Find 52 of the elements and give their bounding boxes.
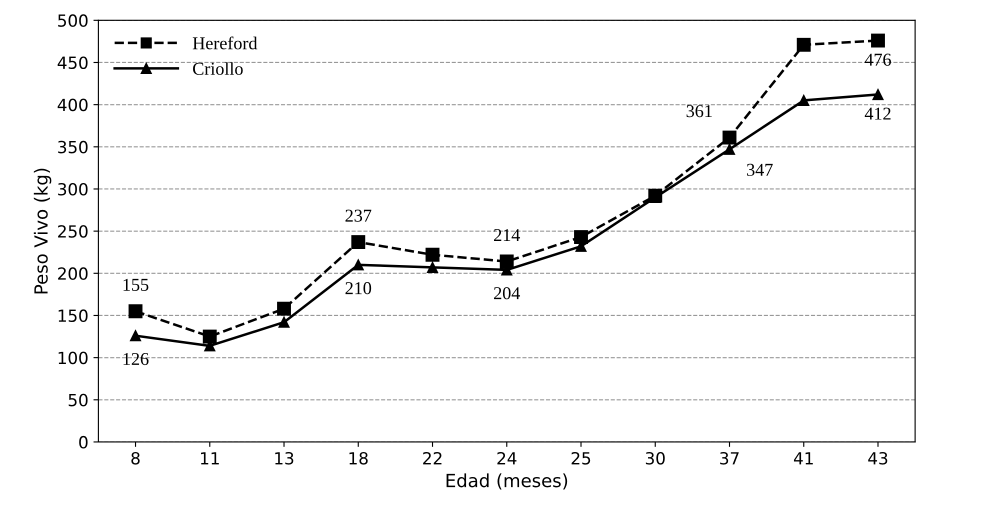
y-tick-label: 100 (58, 352, 88, 364)
x-tick-label: 30 (646, 452, 665, 465)
x-tick-label: 24 (497, 452, 516, 464)
point (202, 330, 217, 344)
y-tick-label: 450 (58, 56, 88, 70)
y-tick-label: 200 (58, 267, 88, 280)
point (798, 94, 810, 106)
point (722, 130, 736, 144)
point (796, 38, 811, 52)
x-tick-label: 18 (349, 452, 368, 465)
data-label: 155 (124, 278, 148, 291)
x-tick-label: 25 (572, 452, 590, 465)
point (351, 235, 366, 250)
y-axis-title: Peso Vivo (kg) (34, 168, 52, 294)
legend-label: Hereford (192, 36, 258, 50)
x-tick-label: 37 (720, 452, 739, 465)
data-label: 210 (346, 282, 372, 294)
y-tick-label: 400 (58, 98, 88, 112)
data-label: 237 (346, 210, 372, 222)
point (278, 316, 290, 328)
y-tick-label: 0 (79, 436, 88, 449)
x-tick-label: 13 (275, 452, 294, 465)
x-tick-label: 43 (868, 452, 888, 465)
x-axis-title: Edad (meses) (446, 473, 568, 490)
x-tick-label: 11 (200, 452, 219, 464)
point (426, 248, 440, 262)
y-tick-label: 150 (58, 309, 88, 322)
point (426, 262, 438, 273)
y-tick-label: 50 (68, 394, 88, 406)
point (130, 330, 142, 342)
x-tick-label: 8 (131, 452, 140, 465)
point (277, 302, 291, 316)
x-tick-label: 41 (794, 452, 813, 464)
legend-label: Criollo (193, 62, 243, 75)
data-label: 476 (864, 54, 891, 66)
point (871, 34, 885, 48)
y-tick-label: 350 (58, 140, 88, 154)
y-tick-label: 500 (58, 14, 88, 27)
y-tick-label: 250 (58, 225, 88, 238)
point (352, 259, 364, 270)
y-tick-label: 300 (58, 182, 88, 196)
point (574, 230, 588, 244)
data-label: 204 (494, 287, 520, 300)
data-label: 361 (686, 105, 712, 118)
point (128, 304, 142, 318)
data-label: 126 (124, 352, 149, 366)
x-tick-label: 22 (423, 452, 442, 464)
point (872, 88, 884, 100)
point (724, 144, 736, 155)
data-label: 347 (747, 164, 773, 176)
data-label: 214 (494, 229, 520, 241)
data-label: 412 (864, 108, 891, 120)
